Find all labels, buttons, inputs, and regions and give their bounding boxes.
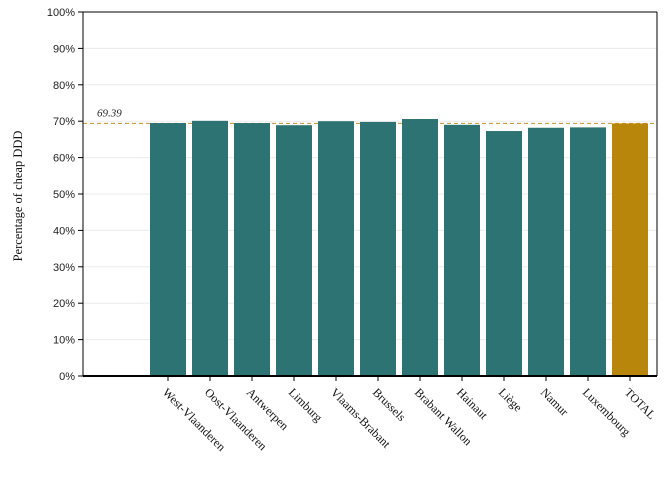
x-tick-label: Hainaut [454,385,491,422]
x-tick-labels: West-VlaanderenOost-VlaanderenAntwerpenL… [160,376,659,454]
x-tick-label: TOTAL [622,385,659,422]
y-tick-label: 60% [53,153,75,165]
bar [612,123,648,376]
y-tick-label: 0% [59,371,75,383]
bar [528,127,564,376]
y-tick-label: 10% [53,335,75,347]
x-tick-label: Namur [538,385,571,418]
reference-line-label: 69.39 [97,107,122,119]
x-tick-label: Brussels [370,385,409,424]
x-tick-label: Limburg [286,385,325,424]
bar [360,121,396,376]
axes [82,11,658,377]
bar [150,123,186,377]
y-tick-label: 50% [53,189,75,201]
bar [570,127,606,376]
y-tick-label: 100% [47,7,75,19]
y-axis-label: Percentage of cheap DDD [11,131,25,262]
y-tick-label: 70% [53,116,75,128]
y-tick-labels: 0% 10% 20% 30% 40% 50% 60% 70% 80% 90% 100% [47,7,83,383]
bar [402,119,438,377]
bar [444,124,480,376]
bar [192,120,228,376]
bar [276,125,312,376]
y-tick-label: 80% [53,80,75,92]
bar [318,121,354,376]
y-tick-label: 40% [53,225,75,237]
y-tick-label: 90% [53,43,75,55]
y-tick-label: 30% [53,262,75,274]
bar [234,123,270,377]
bar [486,131,522,376]
y-tick-label: 20% [53,298,75,310]
bars [150,119,648,377]
x-tick-label: Liège [496,385,525,414]
